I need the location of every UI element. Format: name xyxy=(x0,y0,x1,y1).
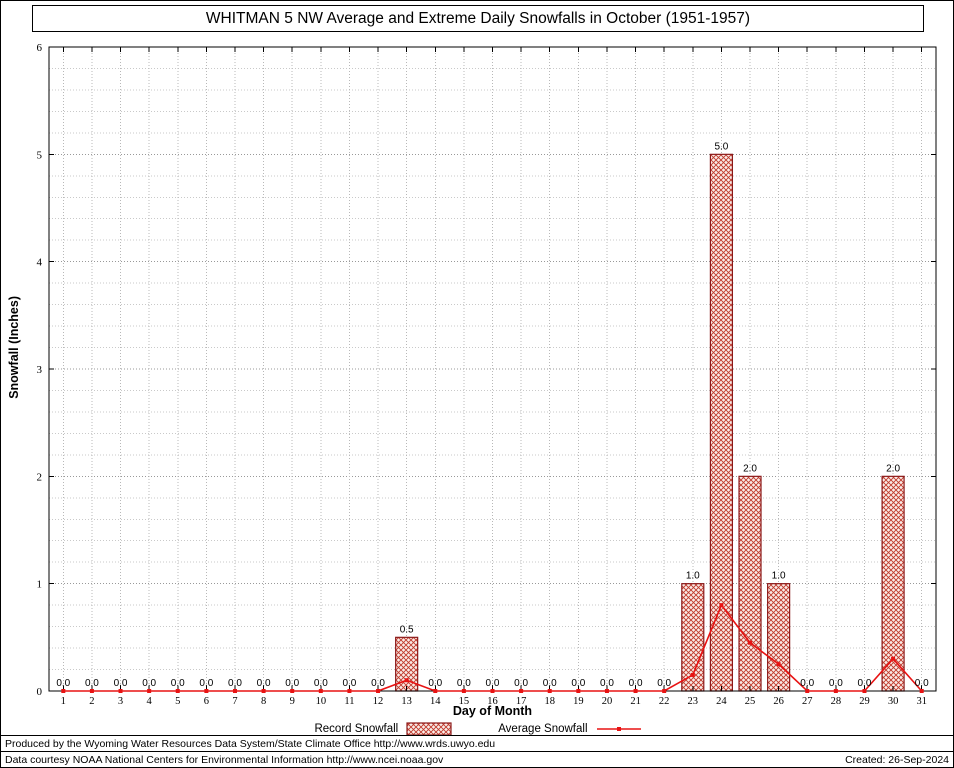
svg-text:16: 16 xyxy=(487,696,498,707)
svg-text:25: 25 xyxy=(745,696,756,707)
svg-text:0.0: 0.0 xyxy=(600,678,614,689)
svg-text:0.0: 0.0 xyxy=(228,678,242,689)
svg-text:11: 11 xyxy=(344,696,354,707)
svg-text:0.0: 0.0 xyxy=(629,678,643,689)
svg-text:0.0: 0.0 xyxy=(486,678,500,689)
svg-text:0.0: 0.0 xyxy=(199,678,213,689)
svg-text:1.0: 1.0 xyxy=(772,571,786,582)
svg-text:18: 18 xyxy=(544,696,555,707)
svg-text:30: 30 xyxy=(888,696,899,707)
svg-text:24: 24 xyxy=(716,696,727,707)
legend-item-record: Record Snowfall xyxy=(314,722,452,736)
y-axis-label: Snowfall (Inches) xyxy=(7,296,21,399)
x-tick-labels: 1 2 3 4 5 6 7 8 9 10 11 12 13 14 15 16 17 18 19 20 21 22 23 24 2… xyxy=(61,696,927,707)
svg-text:5: 5 xyxy=(175,696,180,707)
legend-record-label: Record Snowfall xyxy=(314,723,399,735)
svg-text:2: 2 xyxy=(37,471,43,483)
legend-average-label: Average Snowfall xyxy=(498,723,588,735)
svg-text:0.0: 0.0 xyxy=(85,678,99,689)
svg-text:0.0: 0.0 xyxy=(571,678,585,689)
svg-text:0.0: 0.0 xyxy=(342,678,356,689)
svg-text:13: 13 xyxy=(401,696,412,707)
svg-text:14: 14 xyxy=(430,696,441,707)
y-tick-labels: 0 1 2 3 4 5 6 xyxy=(37,42,43,698)
svg-text:15: 15 xyxy=(459,696,470,707)
svg-text:0.0: 0.0 xyxy=(257,678,271,689)
svg-text:0.0: 0.0 xyxy=(371,678,385,689)
grid xyxy=(49,47,936,691)
svg-text:0.0: 0.0 xyxy=(314,678,328,689)
svg-text:0.0: 0.0 xyxy=(514,678,528,689)
svg-text:0.0: 0.0 xyxy=(858,678,872,689)
svg-text:5: 5 xyxy=(37,149,43,161)
svg-text:2: 2 xyxy=(89,696,94,707)
x-axis-label: Day of Month xyxy=(452,704,533,718)
svg-text:17: 17 xyxy=(516,696,527,707)
svg-text:1: 1 xyxy=(61,696,66,707)
average-snowfall-markers xyxy=(61,603,924,693)
record-snowfall-swatch xyxy=(406,722,452,736)
svg-text:0.0: 0.0 xyxy=(142,678,156,689)
average-snowfall-swatch xyxy=(596,727,641,731)
svg-text:12: 12 xyxy=(373,696,384,707)
created-date: Created: 26-Sep-2024 xyxy=(845,753,949,766)
legend: Record Snowfall Average Snowfall xyxy=(1,722,953,736)
svg-text:0.0: 0.0 xyxy=(657,678,671,689)
svg-text:27: 27 xyxy=(802,696,813,707)
svg-text:0.0: 0.0 xyxy=(285,678,299,689)
svg-text:0.0: 0.0 xyxy=(171,678,185,689)
svg-text:8: 8 xyxy=(261,696,266,707)
bar-value-labels: 0.0 0.0 0.0 0.0 0.0 0.0 0.0 0.0 0.0 0.0 0.0 0.0 0.5 0… xyxy=(56,141,929,689)
svg-text:9: 9 xyxy=(290,696,295,707)
svg-text:4: 4 xyxy=(37,257,43,269)
svg-text:0.0: 0.0 xyxy=(428,678,442,689)
svg-text:0.5: 0.5 xyxy=(400,624,414,635)
svg-text:29: 29 xyxy=(859,696,870,707)
svg-text:10: 10 xyxy=(316,696,327,707)
svg-text:0: 0 xyxy=(37,686,43,698)
svg-text:4: 4 xyxy=(147,696,153,707)
svg-text:0.0: 0.0 xyxy=(915,678,929,689)
svg-text:22: 22 xyxy=(659,696,670,707)
svg-text:31: 31 xyxy=(916,696,927,707)
svg-text:2.0: 2.0 xyxy=(743,463,757,474)
svg-text:3: 3 xyxy=(118,696,123,707)
svg-text:3: 3 xyxy=(37,364,43,376)
svg-text:20: 20 xyxy=(602,696,613,707)
svg-text:28: 28 xyxy=(831,696,842,707)
svg-text:2.0: 2.0 xyxy=(886,463,900,474)
svg-text:0.0: 0.0 xyxy=(829,678,843,689)
legend-item-average: Average Snowfall xyxy=(498,722,641,736)
svg-text:6: 6 xyxy=(37,42,43,54)
svg-text:26: 26 xyxy=(773,696,784,707)
svg-text:6: 6 xyxy=(204,696,209,707)
svg-text:0.0: 0.0 xyxy=(114,678,128,689)
footer-line-2: Data courtesy NOAA National Centers for … xyxy=(1,751,953,767)
svg-text:5.0: 5.0 xyxy=(714,141,728,152)
record-snowfall-bars xyxy=(395,153,905,692)
svg-text:0.0: 0.0 xyxy=(457,678,471,689)
svg-text:0.0: 0.0 xyxy=(800,678,814,689)
data-courtesy-text: Data courtesy NOAA National Centers for … xyxy=(5,753,444,766)
svg-text:19: 19 xyxy=(573,696,584,707)
produced-by-text: Produced by the Wyoming Water Resources … xyxy=(5,737,496,750)
svg-text:1.0: 1.0 xyxy=(686,571,700,582)
svg-text:0.0: 0.0 xyxy=(543,678,557,689)
footer-line-1: Produced by the Wyoming Water Resources … xyxy=(1,735,953,751)
svg-text:1: 1 xyxy=(37,579,43,591)
svg-text:21: 21 xyxy=(630,696,641,707)
footer: Produced by the Wyoming Water Resources … xyxy=(1,735,953,767)
page-title: WHITMAN 5 NW Average and Extreme Daily S… xyxy=(32,5,924,32)
svg-text:23: 23 xyxy=(688,696,699,707)
svg-text:0.0: 0.0 xyxy=(56,678,70,689)
svg-text:7: 7 xyxy=(232,696,237,707)
